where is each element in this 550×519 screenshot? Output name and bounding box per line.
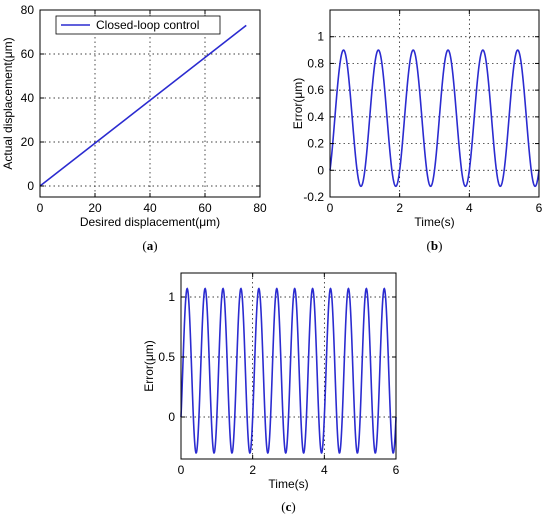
y-tick-label: 0.2 <box>307 137 324 151</box>
series-line-c-0 <box>180 287 397 454</box>
y-tick-label: 0 <box>27 179 34 193</box>
x-tick-label: 0 <box>178 463 185 477</box>
y-tick-label: 40 <box>21 91 35 105</box>
x-tick-label: 20 <box>88 201 102 215</box>
plot-frame <box>329 9 540 198</box>
chart-a: 0 20 40 60 80 0 20 40 60 80 Desired displacement(μ… <box>1 3 267 253</box>
y-axis-label: Actual displacement(μm) <box>1 37 15 169</box>
series-line-b-0 <box>329 49 540 188</box>
panel-caption: (a) <box>142 238 157 253</box>
y-axis-label: Error(μm) <box>142 340 156 392</box>
y-tick-label: 0.4 <box>307 110 324 124</box>
y-tick-label: 0.5 <box>158 350 175 364</box>
x-tick-label: 6 <box>393 463 400 477</box>
x-axis-label: Time(s) <box>414 215 454 229</box>
y-tick-label: 0.6 <box>307 83 324 97</box>
y-tick-label: 0 <box>168 410 175 424</box>
x-axis-label: Time(s) <box>268 477 308 491</box>
chart-c: 0 2 4 6 0 0.5 1 Time(s) Error(μm) (c) <box>142 272 400 514</box>
x-tick-label: 4 <box>321 463 328 477</box>
plot-frame <box>180 272 397 460</box>
chart-b: 0 2 4 6-0.200.20.40.60.81Time(s)Error(μm)(b… <box>291 9 543 253</box>
y-tick-label: 1 <box>168 290 175 304</box>
y-tick-label: 0 <box>317 163 324 177</box>
legend-box <box>55 15 221 35</box>
x-tick-label: 2 <box>396 201 403 215</box>
x-tick-label: 60 <box>198 201 212 215</box>
x-tick-label: 80 <box>253 201 267 215</box>
y-tick-label: 60 <box>21 47 35 61</box>
x-tick-label: 2 <box>249 463 256 477</box>
y-tick-label: 0.8 <box>307 56 324 70</box>
y-axis-label: Error(μm) <box>291 78 305 130</box>
y-tick-label: 1 <box>317 30 324 44</box>
x-tick-label: 4 <box>466 201 473 215</box>
y-tick-label: 20 <box>21 135 35 149</box>
y-tick-label: 80 <box>21 3 35 17</box>
legend-label: Closed-loop control <box>96 18 199 32</box>
y-tick-label: -0.2 <box>303 190 324 204</box>
x-tick-label: 6 <box>536 201 543 215</box>
x-tick-label: 0 <box>327 201 334 215</box>
series-line-a-0 <box>39 24 247 187</box>
x-tick-label: 0 <box>37 201 44 215</box>
x-axis-label: Desired displacement(μm) <box>80 215 220 229</box>
x-tick-label: 40 <box>143 201 157 215</box>
panel-caption: (c) <box>281 499 295 514</box>
panel-caption: (b) <box>427 238 443 253</box>
